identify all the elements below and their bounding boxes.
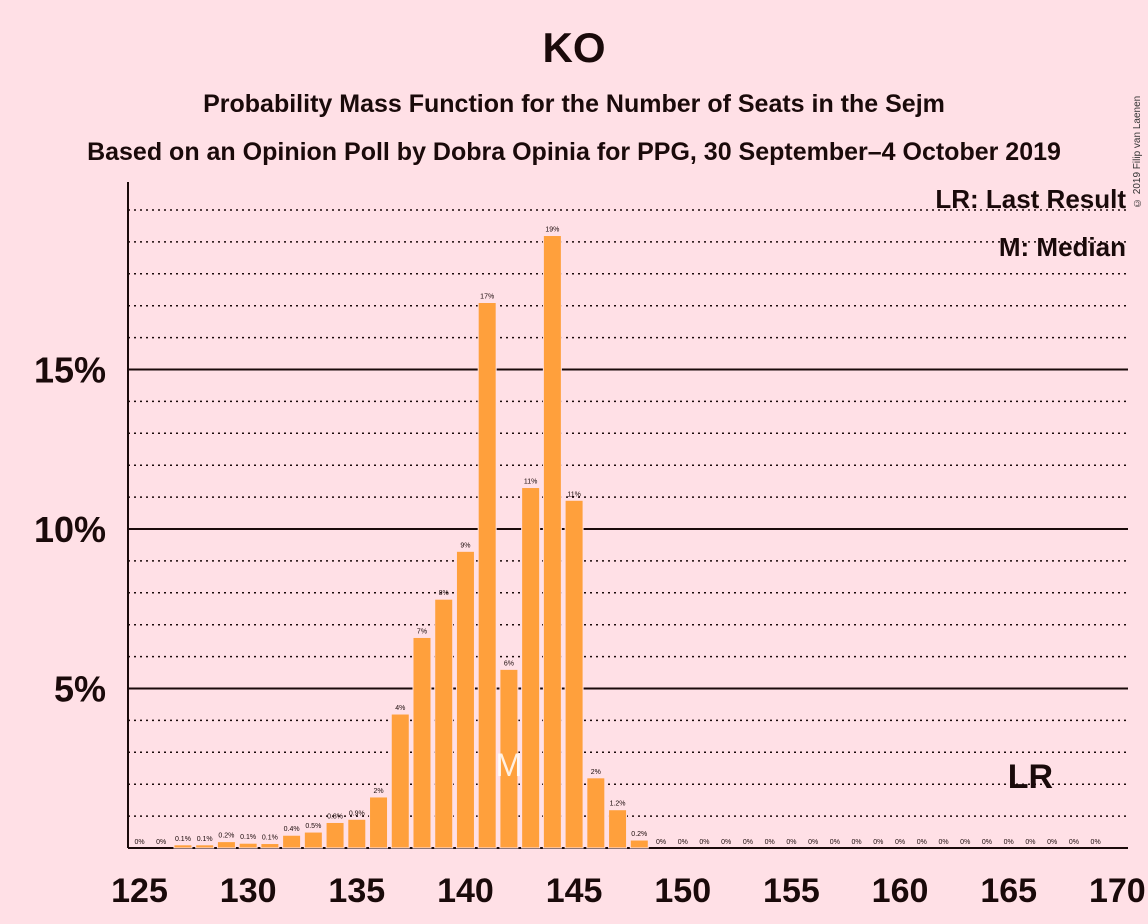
bar-label-162: 0% <box>938 839 948 846</box>
bar-label-139: 8% <box>439 590 449 597</box>
bar-label-152: 0% <box>721 839 731 846</box>
bar-129 <box>216 841 236 849</box>
bar-136 <box>369 796 389 849</box>
x-tick-label: 155 <box>763 872 820 910</box>
bar-131 <box>260 843 280 849</box>
bar-139 <box>434 598 454 849</box>
bar-146 <box>586 777 606 849</box>
bar-label-131: 0.1% <box>262 835 278 842</box>
bar-label-161: 0% <box>917 839 927 846</box>
bar-144 <box>542 235 562 849</box>
chart-subtitle: Probability Mass Function for the Number… <box>203 90 945 118</box>
bar-label-146: 2% <box>591 769 601 776</box>
bar-label-138: 7% <box>417 628 427 635</box>
bar-132 <box>282 834 302 849</box>
bar-label-132: 0.4% <box>284 826 300 833</box>
bar-label-168: 0% <box>1069 839 1079 846</box>
bar-127 <box>173 844 193 849</box>
bar-label-156: 0% <box>808 839 818 846</box>
bar-label-140: 9% <box>460 542 470 549</box>
bar-label-155: 0% <box>786 839 796 846</box>
legend-last-result: LR: Last Result <box>935 184 1126 214</box>
bar-label-167: 0% <box>1047 839 1057 846</box>
bar-label-169: 0% <box>1091 839 1101 846</box>
bar-label-166: 0% <box>1025 839 1035 846</box>
bar-147 <box>608 809 628 849</box>
bar-label-160: 0% <box>895 839 905 846</box>
x-tick-label: 140 <box>437 872 494 910</box>
y-tick-label: 15% <box>34 350 106 391</box>
x-tick-label: 165 <box>980 872 1037 910</box>
bar-135 <box>347 818 367 849</box>
y-tick-label: 10% <box>34 509 106 550</box>
bar-label-165: 0% <box>1004 839 1014 846</box>
bar-label-159: 0% <box>873 839 883 846</box>
bar-label-134: 0.8% <box>327 813 343 820</box>
x-tick-label: 145 <box>546 872 603 910</box>
bar-130 <box>238 842 258 849</box>
bar-140 <box>455 550 475 849</box>
legend-median: M: Median <box>998 232 1126 262</box>
last-result-marker: LR <box>1008 758 1053 796</box>
bar-label-154: 0% <box>765 839 775 846</box>
bar-label-141: 17% <box>480 294 494 301</box>
bar-label-127: 0.1% <box>175 836 191 843</box>
chart-title: KO <box>542 24 606 71</box>
bar-label-126: 0% <box>156 839 166 846</box>
bar-label-136: 2% <box>373 788 383 795</box>
bar-label-128: 0.1% <box>197 836 213 843</box>
bar-label-125: 0% <box>134 839 144 846</box>
bar-label-129: 0.2% <box>218 833 234 840</box>
bar-133 <box>303 831 323 849</box>
bar-label-158: 0% <box>852 839 862 846</box>
bar-128 <box>195 844 215 849</box>
bar-141 <box>477 302 497 849</box>
bar-138 <box>412 636 432 849</box>
x-tick-label: 170 <box>1089 872 1146 910</box>
bar-label-153: 0% <box>743 839 753 846</box>
bar-label-133: 0.5% <box>305 823 321 830</box>
median-marker: M <box>496 747 523 783</box>
bar-label-157: 0% <box>830 839 840 846</box>
bar-label-164: 0% <box>982 839 992 846</box>
bar-label-148: 0.2% <box>631 831 647 838</box>
chart-source: Based on an Opinion Poll by Dobra Opinia… <box>87 138 1061 166</box>
bar-label-143: 11% <box>524 479 538 486</box>
bar-label-150: 0% <box>678 839 688 846</box>
bar-label-142: 6% <box>504 660 514 667</box>
bar-145 <box>564 499 584 849</box>
bar-134 <box>325 821 345 849</box>
bar-label-163: 0% <box>960 839 970 846</box>
bar-label-130: 0.1% <box>240 834 256 841</box>
x-tick-label: 130 <box>220 872 277 910</box>
bar-label-144: 19% <box>545 227 559 234</box>
bar-label-151: 0% <box>699 839 709 846</box>
bar-label-135: 0.9% <box>349 810 365 817</box>
x-tick-label: 160 <box>872 872 929 910</box>
x-tick-label: 125 <box>111 872 168 910</box>
x-tick-label: 135 <box>328 872 385 910</box>
bar-137 <box>390 713 410 849</box>
bar-label-147: 1.2% <box>610 801 626 808</box>
bar-label-149: 0% <box>656 839 666 846</box>
x-tick-label: 150 <box>654 872 711 910</box>
bar-148 <box>629 839 649 849</box>
bar-143 <box>521 487 541 849</box>
y-tick-label: 5% <box>54 669 106 710</box>
bar-label-145: 11% <box>567 491 581 498</box>
bar-142 <box>499 668 519 849</box>
bar-label-137: 4% <box>395 705 405 712</box>
